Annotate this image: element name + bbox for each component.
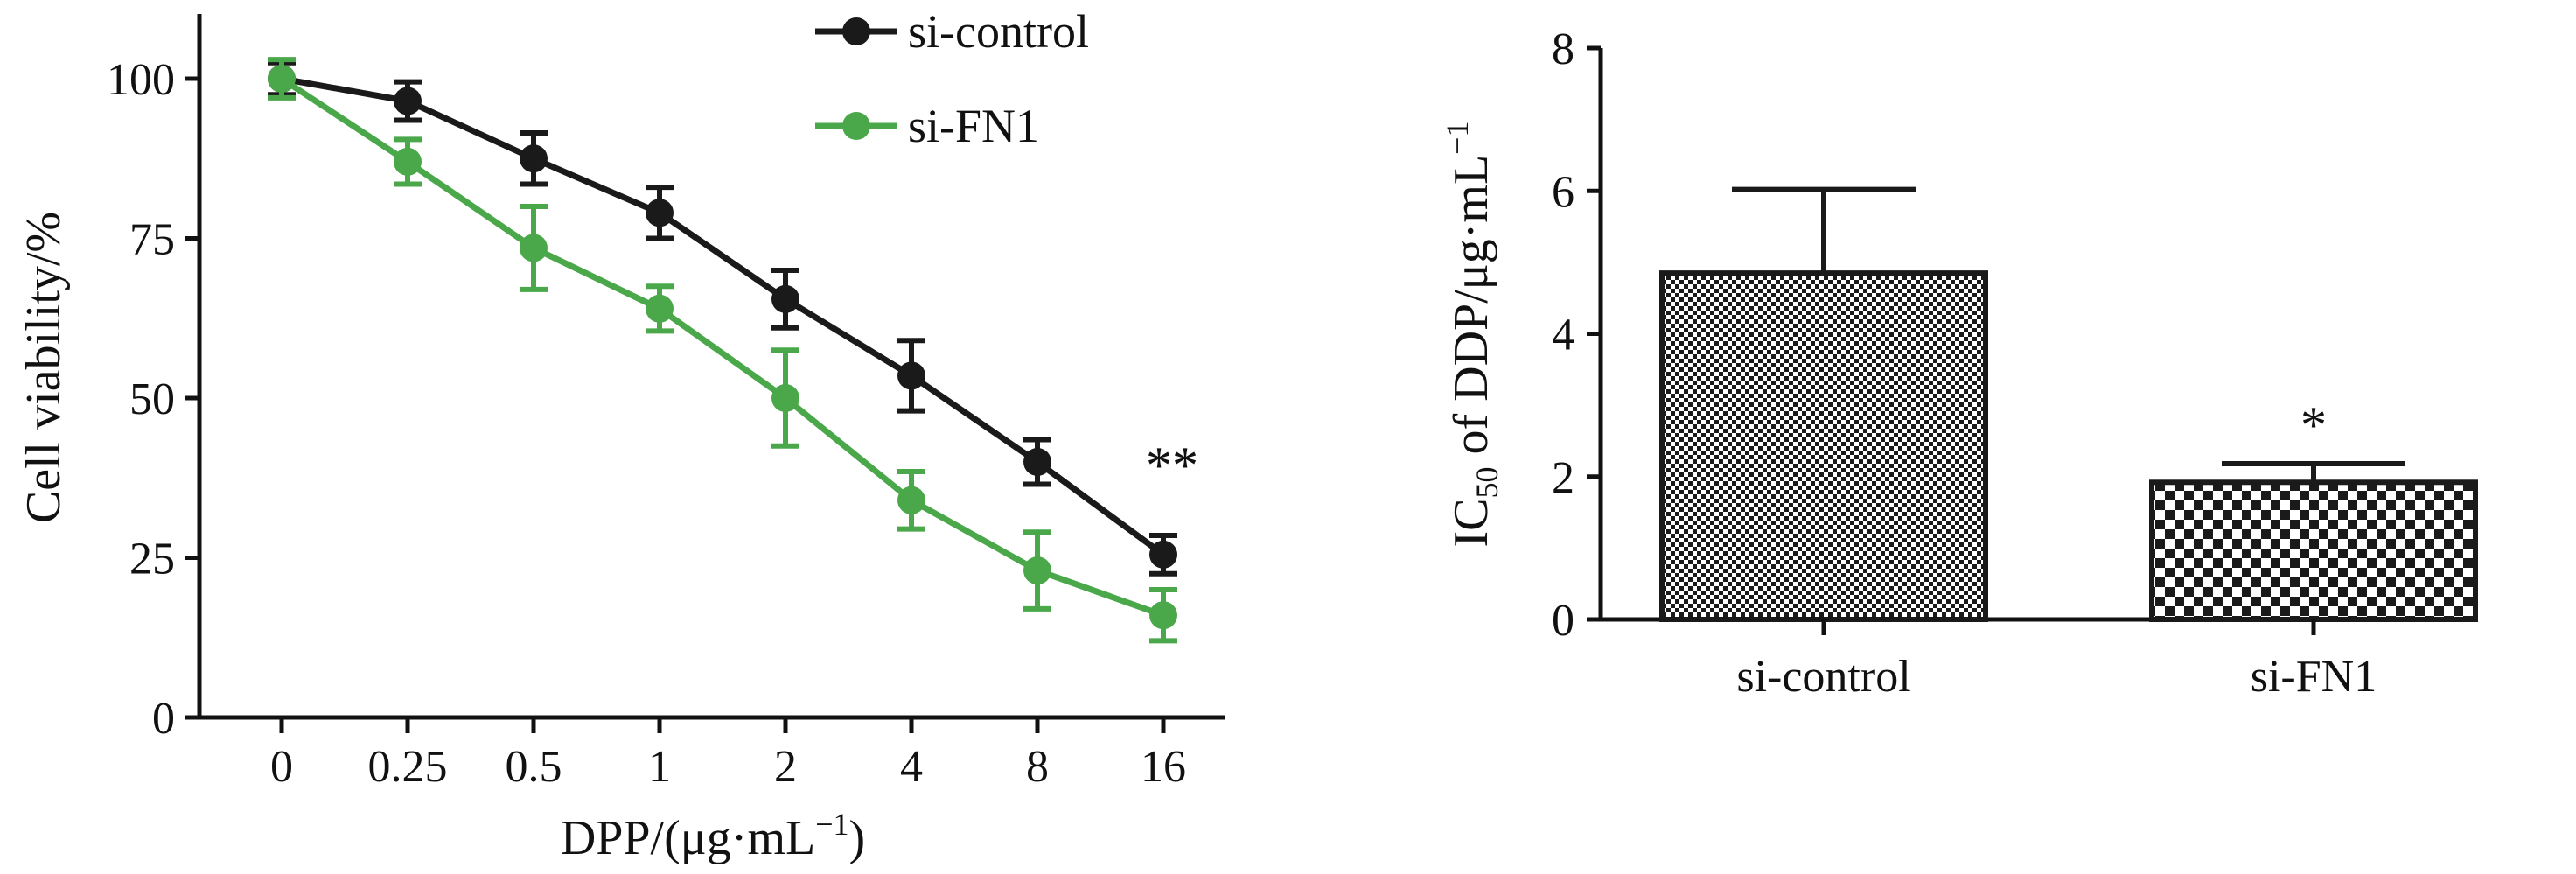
left-x-tick-label: 2	[774, 742, 797, 792]
legend-marker-si-fn1	[842, 112, 870, 140]
data-point-si-control	[1149, 540, 1177, 569]
left-x-tick-label: 0.25	[368, 742, 448, 792]
cell-viability-line-chart: 0 25 50 75 100 0 0.25 0.5 1 2 4 8 16 ** Cell viabil…	[17, 5, 1225, 865]
legend-marker-si-control	[842, 17, 870, 45]
data-point-si-fn1	[897, 486, 925, 514]
data-point-si-fn1	[1023, 556, 1051, 585]
left-x-tick-label: 0	[270, 742, 293, 792]
left-y-tick-label: 75	[129, 215, 175, 265]
right-y-axis-label-ic: IC	[1444, 498, 1498, 547]
right-bars-group: si-control si-FN1	[1659, 186, 2478, 702]
left-y-tick-label: 0	[152, 694, 175, 744]
right-y-tick-label: 2	[1552, 453, 1574, 503]
data-point-si-control	[1023, 448, 1051, 476]
right-y-ticks: 0 2 4 6 8	[1552, 24, 1601, 646]
data-point-si-control	[646, 199, 674, 227]
left-series-group	[268, 57, 1177, 644]
left-x-tick-label: 8	[1026, 742, 1049, 792]
data-point-si-fn1	[268, 65, 296, 93]
data-point-si-fn1	[520, 234, 548, 262]
data-point-si-control	[520, 144, 548, 173]
left-x-axis-label-end: )	[849, 811, 866, 865]
bar-category-label-si-fn1: si-FN1	[2251, 652, 2377, 702]
data-point-si-control	[897, 361, 925, 390]
left-y-ticks: 0 25 50 75 100	[107, 55, 199, 744]
bar-category-label-si-control: si-control	[1736, 652, 1910, 702]
left-x-axis-label: DPP/(μg·mL−1)	[561, 807, 865, 865]
legend-label-si-fn1: si-FN1	[908, 100, 1039, 152]
right-y-axis-label-main: of DDP/μg·mL	[1444, 155, 1498, 467]
left-significance-mark: **	[1146, 437, 1198, 494]
right-y-axis-label-sub: 50	[1470, 466, 1504, 498]
legend-label-si-control: si-control	[908, 5, 1089, 58]
left-x-ticks: 0 0.25 0.5 1 2 4 8 16	[270, 717, 1186, 792]
series-line-si-fn1	[280, 76, 1165, 619]
data-point-si-control	[771, 284, 799, 313]
left-y-tick-label: 25	[129, 535, 175, 584]
right-y-axis-label: IC50 of DDP/μg·mL−1	[1440, 122, 1504, 548]
left-legend: si-control si-FN1	[815, 5, 1089, 152]
data-point-si-fn1	[771, 384, 799, 412]
left-x-tick-label: 0.5	[506, 742, 562, 792]
data-point-si-fn1	[1149, 601, 1177, 630]
left-y-tick-label: 100	[107, 55, 175, 105]
right-significance-mark: *	[2300, 396, 2327, 454]
left-y-tick-label: 50	[129, 374, 175, 424]
left-x-tick-label: 4	[900, 742, 923, 792]
left-x-tick-label: 1	[648, 742, 671, 792]
left-y-axis-label: Cell viability/%	[17, 212, 71, 523]
left-x-axis-label-main: DPP/(μg·mL	[561, 811, 815, 865]
right-y-tick-label: 8	[1552, 24, 1574, 74]
right-y-tick-label: 6	[1552, 167, 1574, 217]
data-point-si-fn1	[394, 147, 422, 176]
right-y-tick-label: 4	[1552, 311, 1574, 360]
right-y-axis-label-sup: −1	[1440, 122, 1475, 155]
data-point-si-fn1	[646, 294, 674, 323]
bar-si-control	[1659, 270, 1988, 622]
bar-si-fn1	[2149, 479, 2478, 623]
data-point-si-control	[394, 87, 422, 115]
ic50-bar-chart: 0 2 4 6 8 si-control si-FN1 * IC50 of DDP/μg·…	[1440, 24, 2478, 702]
left-x-tick-label: 16	[1141, 742, 1186, 792]
left-x-axis-label-sup: −1	[815, 807, 848, 842]
series-line-si-control	[281, 75, 1166, 557]
right-y-tick-label: 0	[1552, 596, 1574, 646]
